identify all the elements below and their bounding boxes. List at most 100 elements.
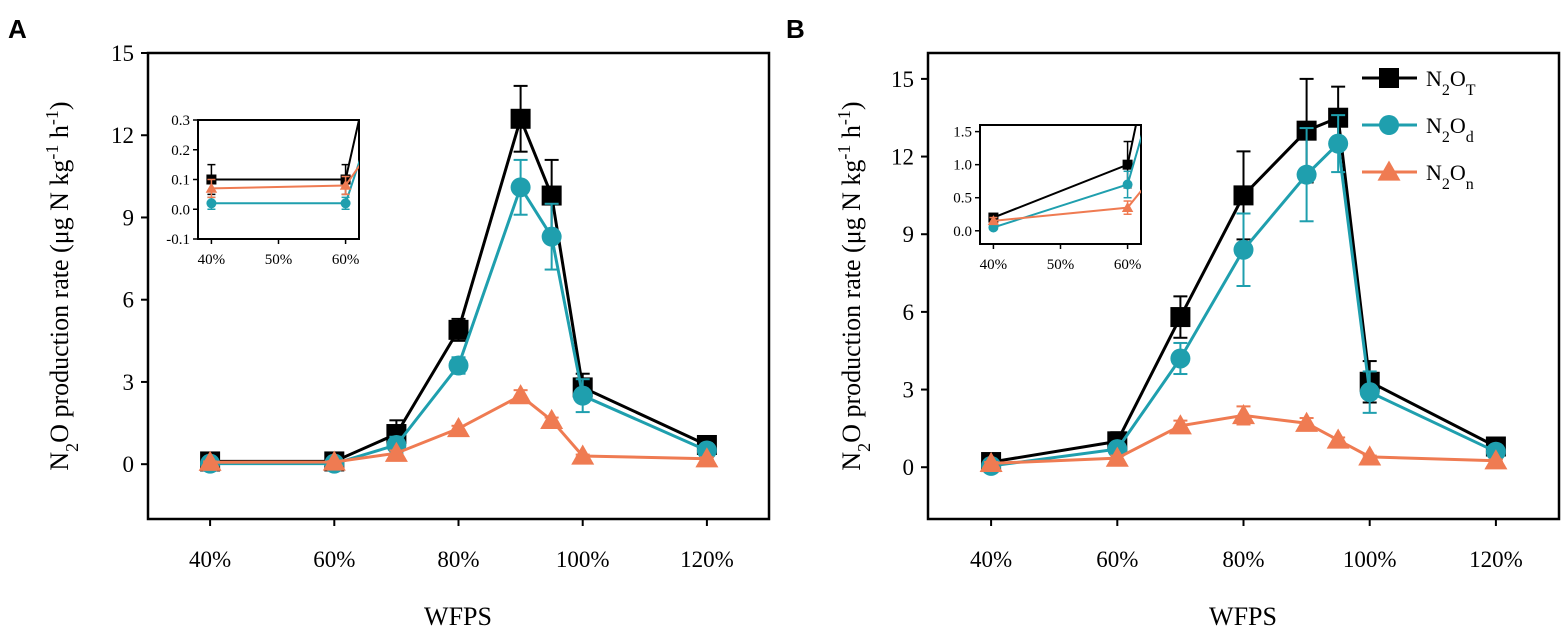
inset-x-axis-b: 40% 50% 60% xyxy=(980,244,1142,273)
series-line-total xyxy=(210,114,708,463)
legend-label-sub: n xyxy=(1466,176,1474,193)
inset-y-tick-label-a: 0.1 xyxy=(171,173,190,189)
panel-a-letter: A xyxy=(8,14,27,44)
legend-label-sub: 2 xyxy=(1442,129,1450,146)
legend-label-denitrification: N2Od xyxy=(1426,113,1474,146)
data-point-nitrification xyxy=(198,450,222,471)
inset-data-point-nitrification xyxy=(987,215,1000,226)
series-group-a xyxy=(198,84,719,474)
y-tick-label-a: 3 xyxy=(123,370,135,395)
x-tick-label-b: 60% xyxy=(1096,547,1138,572)
inset-x-tick-label-a: 50% xyxy=(265,252,293,268)
series-nitrification-a xyxy=(198,384,719,471)
x-axis-title-b: WFPS xyxy=(1209,602,1277,631)
y-tick-label-a: 0 xyxy=(123,452,135,477)
legend-label-o: O xyxy=(1450,160,1466,185)
inset-data-point-total xyxy=(1122,159,1133,170)
inset-y-tick-label-a: -0.1 xyxy=(166,232,190,248)
inset-x-axis-a: 40% 50% 60% xyxy=(198,239,360,268)
inset-x-tick-label-b: 60% xyxy=(1114,257,1142,273)
y-tick-label-b: 6 xyxy=(903,300,915,325)
y-tick-label-b: 15 xyxy=(891,67,914,92)
y-tick-label-a: 6 xyxy=(123,288,135,313)
y-axis-a: 0 3 6 9 12 15 xyxy=(111,41,148,477)
y-tick-label-b: 0 xyxy=(903,455,915,480)
data-point-nitrification xyxy=(1168,414,1192,435)
legend-label-o: O xyxy=(1450,113,1466,138)
data-point-denitrification xyxy=(1296,164,1317,185)
data-point-nitrification xyxy=(1232,403,1255,425)
x-tick-label-a: 100% xyxy=(556,547,610,572)
legend-item-denitrification: N2Od xyxy=(1362,113,1474,146)
data-point-nitrification xyxy=(540,408,564,429)
inset-x-tick-label-a: 40% xyxy=(198,252,226,268)
inset-frame-b xyxy=(979,124,1142,245)
legend-item-nitrification: N2On xyxy=(1362,160,1474,193)
data-point-nitrification xyxy=(1358,445,1382,466)
inset-y-tick-label-b: 0.5 xyxy=(953,191,972,207)
inset-data-point-nitrification xyxy=(339,179,352,190)
inset-x-tick-label-b: 40% xyxy=(980,257,1008,273)
inset-y-axis-a: -0.1 0.0 0.1 0.2 0.3 xyxy=(166,113,198,248)
series-line-denitrification xyxy=(990,140,1497,468)
inset-x-tick-label-a: 60% xyxy=(332,252,360,268)
legend-label-o: O xyxy=(1450,66,1466,91)
inset-data-point-denitrification xyxy=(206,198,217,209)
inset-data-point-nitrification xyxy=(1121,201,1134,212)
data-point-denitrification xyxy=(1233,239,1254,260)
legend-marker-total xyxy=(1379,68,1399,88)
data-point-total xyxy=(1170,307,1191,328)
y-tick-label-a: 9 xyxy=(123,205,135,230)
series-line-total xyxy=(990,115,1497,464)
data-point-total xyxy=(541,185,562,206)
legend-label-total: N2OT xyxy=(1426,66,1476,99)
data-point-nitrification xyxy=(447,417,470,438)
legend-label-n: N xyxy=(1426,113,1442,138)
x-tick-label-a: 60% xyxy=(313,547,355,572)
legend-label-nitrification: N2On xyxy=(1426,160,1474,193)
panel-a: A 40% 60% 80% 100% 120% 0 3 6 9 12 15 WFPS N2O pr… xyxy=(8,14,771,631)
y-tick-label-a: 12 xyxy=(111,123,134,148)
inset-y-tick-label-b: 1.5 xyxy=(953,125,972,141)
data-point-denitrification xyxy=(572,385,593,406)
data-point-nitrification xyxy=(1295,411,1319,432)
inset-x-tick-label-b: 50% xyxy=(1047,257,1075,273)
inset-y-tick-label-b: 1.0 xyxy=(953,158,972,174)
x-tick-label-a: 40% xyxy=(189,547,231,572)
data-point-nitrification xyxy=(509,384,533,405)
y-tick-label-b: 3 xyxy=(903,378,915,403)
legend-label-sub: 2 xyxy=(1442,176,1450,193)
panel-b-letter: B xyxy=(786,14,805,44)
x-axis-title-a: WFPS xyxy=(424,602,492,631)
series-line-nitrification xyxy=(991,413,1496,465)
legend-label-n: N xyxy=(1426,66,1442,91)
series-nitrification-b xyxy=(979,403,1508,472)
data-point-nitrification xyxy=(695,447,719,468)
inset-y-tick-label-b: 0.0 xyxy=(953,224,972,240)
x-tick-label-b: 40% xyxy=(970,547,1012,572)
x-axis-b: 40% 60% 80% 100% 120% xyxy=(970,519,1523,572)
data-point-nitrification xyxy=(571,444,595,465)
x-tick-label-b: 100% xyxy=(1343,547,1397,572)
data-point-total xyxy=(1233,185,1254,206)
data-point-denitrification xyxy=(541,226,562,247)
series-group-b xyxy=(979,77,1508,476)
inset-series-nitrification-b xyxy=(987,189,1141,226)
x-tick-label-b: 120% xyxy=(1469,547,1523,572)
legend-label-sub: 2 xyxy=(1442,82,1450,99)
inset-b: 40% 50% 60% 0.0 0.5 1.0 1.5 xyxy=(953,124,1142,273)
data-point-nitrification xyxy=(322,450,346,471)
data-point-denitrification xyxy=(510,177,531,198)
series-line-nitrification xyxy=(210,393,707,464)
data-point-total xyxy=(448,319,469,340)
data-point-total xyxy=(510,108,531,129)
inset-y-axis-b: 0.0 0.5 1.0 1.5 xyxy=(953,125,980,240)
inset-series-b xyxy=(987,125,1141,233)
data-point-denitrification xyxy=(448,355,469,376)
x-axis-a: 40% 60% 80% 100% 120% xyxy=(189,519,734,572)
data-point-denitrification xyxy=(1328,133,1349,154)
legend-label-sub: T xyxy=(1466,82,1476,99)
inset-series-a xyxy=(205,120,359,210)
data-point-nitrification xyxy=(1326,428,1350,449)
